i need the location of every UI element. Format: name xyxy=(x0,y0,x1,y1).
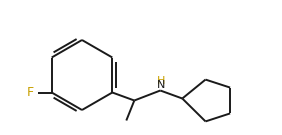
Text: N: N xyxy=(157,80,166,90)
Text: H: H xyxy=(157,75,166,85)
Text: F: F xyxy=(27,86,34,99)
